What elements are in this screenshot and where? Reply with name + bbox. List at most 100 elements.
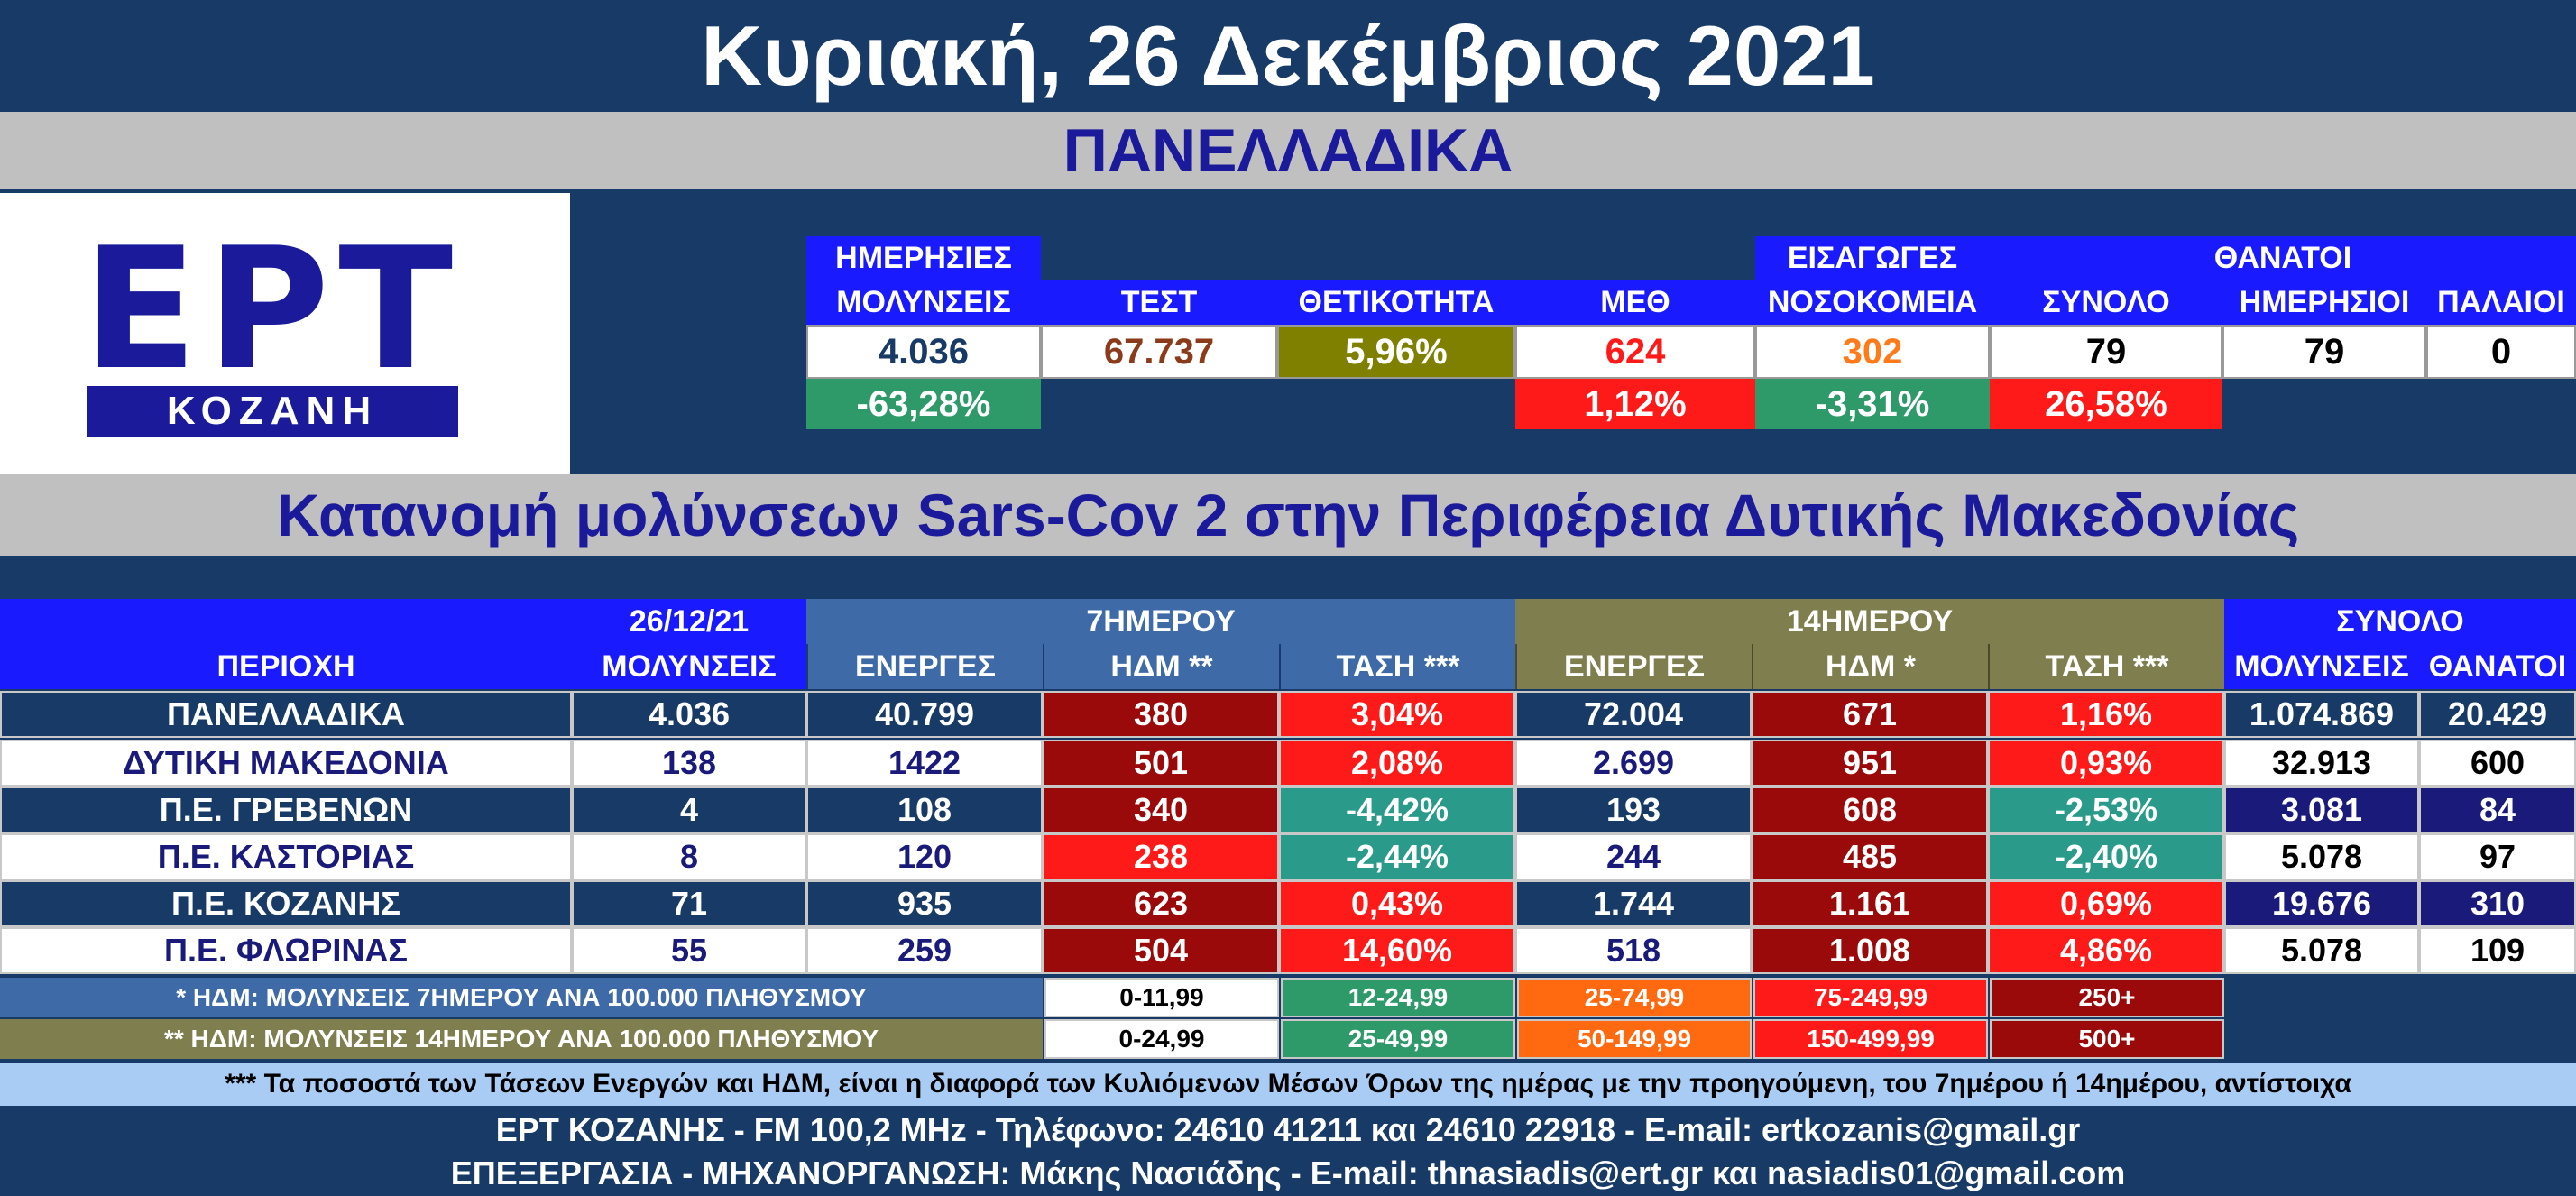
header-date: 26/12/21 <box>572 599 806 644</box>
header-admissions-line2: ΝΟΣΟΚΟΜΕΙΑ <box>1755 280 1990 325</box>
change-icu: 1,12% <box>1515 379 1755 429</box>
legend-range-row1: 0-11,99 <box>1044 978 1279 1017</box>
table-cell-trend7: 3,04% <box>1279 691 1515 738</box>
table-cell-total-cases: 19.676 <box>2224 880 2419 927</box>
table-cell-active7: 40.799 <box>806 691 1043 738</box>
header-14day: 14ΗΜΕΡΟΥ <box>1515 599 2224 644</box>
legend-range-row2: 500+ <box>1990 1019 2224 1059</box>
table-cell-idm14: 485 <box>1752 833 1988 880</box>
distribution-heading: Κατανομή μολύνσεων Sars-Cov 2 στην Περιφ… <box>0 474 2576 556</box>
table-cell-region: Π.Ε. ΓΡΕΒΕΝΩΝ <box>0 787 572 833</box>
national-heading: ΠΑΝΕΛΛΑΔΙΚΑ <box>0 112 2576 189</box>
table-cell-idm7: 623 <box>1043 880 1279 927</box>
table-cell-total-cases: 3.081 <box>2224 787 2419 833</box>
header-trend-7: ΤΑΣΗ *** <box>1279 644 1515 689</box>
table-cell-active7: 259 <box>806 927 1043 974</box>
table-cell-trend14: 0,69% <box>1988 880 2224 927</box>
value-tests: 67.737 <box>1041 325 1277 379</box>
table-cell-active14: 2.699 <box>1515 740 1752 787</box>
table-cell-total-deaths: 600 <box>2419 740 2576 787</box>
ert-logo: ΕΡΤ <box>87 236 458 381</box>
legend-range-row1: 250+ <box>1990 978 2224 1017</box>
legend-range-row1: 25-74,99 <box>1517 978 1752 1017</box>
value-icu: 624 <box>1515 325 1755 379</box>
table-cell-trend7: -2,44% <box>1279 833 1515 880</box>
table-cell-region: ΔΥΤΙΚΗ ΜΑΚΕΔΟΝΙΑ <box>0 740 572 787</box>
header-admissions-line1: ΕΙΣΑΓΩΓΕΣ <box>1755 236 1990 280</box>
legend-label-7day: * ΗΔΜ: ΜΟΛΥΝΣΕΙΣ 7ΗΜΕΡΟΥ ΑΝΑ 100.000 ΠΛΗ… <box>0 978 1043 1017</box>
table-cell-idm14: 1.008 <box>1752 927 1988 974</box>
header-trend-14: ΤΑΣΗ *** <box>1988 644 2224 689</box>
header-total: ΣΥΝΟΛΟ <box>2224 599 2576 644</box>
footer-contact: ΕΡΤ ΚΟΖΑΝΗΣ - FM 100,2 MHz - Τηλέφωνο: 2… <box>495 1111 2081 1148</box>
table-cell-active7: 120 <box>806 833 1043 880</box>
legend-label-14day: ** ΗΔΜ: ΜΟΛΥΝΣΕΙΣ 14ΗΜΕΡΟΥ ΑΝΑ 100.000 Π… <box>0 1019 1043 1059</box>
value-deaths-daily: 79 <box>2222 325 2426 379</box>
table-cell-trend7: -4,42% <box>1279 787 1515 833</box>
table-cell-trend14: -2,53% <box>1988 787 2224 833</box>
header-idm-7: ΗΔΜ ** <box>1043 644 1279 689</box>
header-idm-14: ΗΔΜ * <box>1752 644 1988 689</box>
header-7day: 7ΗΜΕΡΟΥ <box>806 599 1515 644</box>
table-cell-region: Π.Ε. ΚΟΖΑΝΗΣ <box>0 880 572 927</box>
legend-range-row2: 25-49,99 <box>1281 1019 1515 1059</box>
table-cell-total-deaths: 20.429 <box>2419 691 2576 738</box>
header-deaths-old: ΠΑΛΑΙΟΙ <box>2426 280 2576 325</box>
table-cell-region: Π.Ε. ΚΑΣΤΟΡΙΑΣ <box>0 833 572 880</box>
table-cell-total-deaths: 310 <box>2419 880 2576 927</box>
header-daily-cases-line2: ΜΟΛΥΝΣΕΙΣ <box>806 280 1041 325</box>
value-admissions: 302 <box>1755 325 1990 379</box>
legend-range-row2: 50-149,99 <box>1517 1019 1752 1059</box>
table-cell-idm14: 671 <box>1752 691 1988 738</box>
table-cell-active14: 518 <box>1515 927 1752 974</box>
footnote: *** Τα ποσοστά των Τάσεων Ενεργών και ΗΔ… <box>0 1063 2576 1106</box>
table-cell-total-cases: 5.078 <box>2224 833 2419 880</box>
change-deaths-total: 26,58% <box>1990 379 2222 429</box>
table-cell-active14: 244 <box>1515 833 1752 880</box>
table-cell-idm7: 504 <box>1043 927 1279 974</box>
table-cell-active7: 1422 <box>806 740 1043 787</box>
table-cell-idm14: 1.161 <box>1752 880 1988 927</box>
table-cell-trend14: -2,40% <box>1988 833 2224 880</box>
logo-subtitle: ΚΟΖΑΝΗ <box>87 386 458 437</box>
change-admissions: -3,31% <box>1755 379 1990 429</box>
table-cell-total-deaths: 97 <box>2419 833 2576 880</box>
table-cell-idm7: 238 <box>1043 833 1279 880</box>
header-deaths-total: ΣΥΝΟΛΟ <box>1990 280 2222 325</box>
change-daily-cases: -63,28% <box>806 379 1041 429</box>
table-cell-total-cases: 1.074.869 <box>2224 691 2419 738</box>
table-cell-idm7: 501 <box>1043 740 1279 787</box>
value-deaths-old: 0 <box>2426 325 2576 379</box>
table-cell-trend14: 1,16% <box>1988 691 2224 738</box>
legend-range-row2: 0-24,99 <box>1044 1019 1279 1059</box>
table-cell-cases: 138 <box>572 740 806 787</box>
header-tests: ΤΕΣΤ <box>1041 280 1277 325</box>
table-cell-trend7: 14,60% <box>1279 927 1515 974</box>
header-region: ΠΕΡΙΟΧΗ <box>0 599 572 689</box>
table-cell-total-deaths: 84 <box>2419 787 2576 833</box>
header-daily-cases-line1: ΗΜΕΡΗΣΙΕΣ <box>806 236 1041 280</box>
header-icu: ΜΕΘ <box>1515 280 1755 325</box>
table-cell-total-cases: 32.913 <box>2224 740 2419 787</box>
table-cell-active14: 193 <box>1515 787 1752 833</box>
table-cell-total-deaths: 109 <box>2419 927 2576 974</box>
legend-range-row2: 150-499,99 <box>1753 1019 1988 1059</box>
value-daily-cases: 4.036 <box>806 325 1041 379</box>
table-cell-trend7: 2,08% <box>1279 740 1515 787</box>
header-total-cases: ΜΟΛΥΝΣΕΙΣ <box>2224 644 2419 689</box>
table-cell-active14: 72.004 <box>1515 691 1752 738</box>
table-cell-active7: 108 <box>806 787 1043 833</box>
table-cell-active7: 935 <box>806 880 1043 927</box>
header-cases: ΜΟΛΥΝΣΕΙΣ <box>572 644 806 689</box>
page-title: Κυριακή, 26 Δεκέμβριος 2021 <box>701 8 1875 103</box>
legend-range-row1: 12-24,99 <box>1281 978 1515 1017</box>
table-cell-region: Π.Ε. ΦΛΩΡΙΝΑΣ <box>0 927 572 974</box>
header-active-7: ΕΝΕΡΓΕΣ <box>806 644 1043 689</box>
table-cell-cases: 8 <box>572 833 806 880</box>
header-total-deaths: ΘΑΝΑΤΟΙ <box>2419 644 2576 689</box>
table-cell-cases: 4 <box>572 787 806 833</box>
table-cell-idm14: 608 <box>1752 787 1988 833</box>
table-cell-region: ΠΑΝΕΛΛΑΔΙΚΑ <box>0 691 572 738</box>
table-cell-total-cases: 5.078 <box>2224 927 2419 974</box>
table-cell-active14: 1.744 <box>1515 880 1752 927</box>
